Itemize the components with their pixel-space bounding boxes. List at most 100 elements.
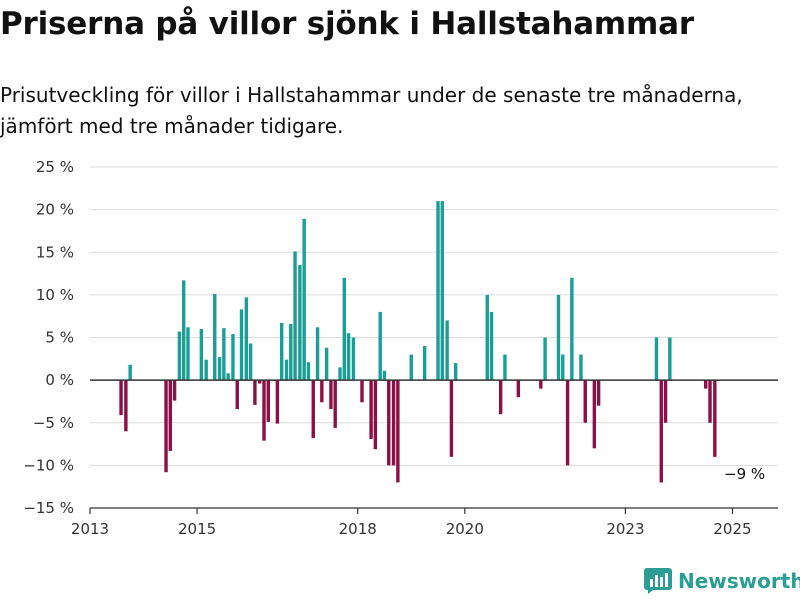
y-tick-label: 20 % xyxy=(36,201,74,219)
bars xyxy=(119,201,717,483)
bar xyxy=(302,219,306,381)
bar xyxy=(128,364,132,381)
bar xyxy=(659,380,663,483)
bar xyxy=(262,380,266,441)
bar xyxy=(217,357,222,381)
bar xyxy=(570,277,574,381)
bar xyxy=(561,354,565,381)
y-tick-label: 10 % xyxy=(36,286,74,304)
bar xyxy=(204,359,208,381)
bar xyxy=(489,311,494,381)
x-tick-label: 2013 xyxy=(71,520,109,538)
bar xyxy=(306,362,311,381)
x-tick-label: 2018 xyxy=(339,520,377,538)
bar xyxy=(369,380,373,439)
bar xyxy=(543,337,547,381)
bar xyxy=(360,380,364,403)
bar xyxy=(351,337,356,381)
bar xyxy=(248,343,253,381)
bar xyxy=(172,380,177,401)
brand-name: Newsworthy xyxy=(678,569,800,593)
chart-title: Priserna på villor sjönk i Hallstahammar xyxy=(0,6,694,42)
brand-logo: Newsworthy xyxy=(644,568,800,594)
bar xyxy=(668,337,672,381)
bar xyxy=(422,346,427,381)
bar xyxy=(596,380,601,406)
x-tick-label: 2023 xyxy=(606,520,644,538)
bar xyxy=(177,331,182,381)
bar xyxy=(654,337,659,381)
bar xyxy=(453,363,458,381)
bar xyxy=(378,311,382,381)
bar xyxy=(409,354,413,381)
bar xyxy=(338,367,342,381)
x-tick-label: 2015 xyxy=(178,520,216,538)
bar xyxy=(556,294,561,381)
y-tick-label: −10 % xyxy=(23,456,74,474)
bar xyxy=(320,380,324,403)
bar xyxy=(346,333,351,381)
bar xyxy=(199,328,204,381)
bar xyxy=(708,380,712,423)
y-axis-labels: −15 % −10 % −5 % 0 % 5 % 10 % 15 % 20 % 25 % xyxy=(23,158,74,517)
bar xyxy=(293,251,297,381)
y-tick-label: −5 % xyxy=(33,414,74,432)
bar xyxy=(186,327,190,381)
bar xyxy=(222,328,226,381)
chart-subtitle: Prisutveckling för villor i Hallstahamma… xyxy=(0,83,743,138)
bar xyxy=(539,380,543,389)
bar xyxy=(289,323,293,381)
bar xyxy=(592,380,597,449)
bar xyxy=(279,323,284,381)
bar xyxy=(449,380,454,457)
bar xyxy=(324,347,329,381)
bar xyxy=(119,380,123,416)
bar xyxy=(244,297,249,381)
bar xyxy=(436,201,440,381)
bar xyxy=(298,265,302,381)
bar xyxy=(663,380,668,423)
bar xyxy=(315,327,320,381)
bar-chart-logo-icon xyxy=(644,568,672,594)
bar xyxy=(440,201,444,381)
bar xyxy=(503,354,507,381)
bar xyxy=(498,380,503,415)
y-tick-label: 15 % xyxy=(36,243,74,261)
bar xyxy=(284,359,289,381)
bar xyxy=(583,380,587,423)
bar xyxy=(565,380,570,466)
bar xyxy=(373,380,378,450)
x-axis-labels: 2013 2015 2018 2020 2023 2025 xyxy=(71,508,752,538)
bar xyxy=(333,380,337,428)
axes xyxy=(90,379,778,509)
bar xyxy=(704,380,708,389)
bar xyxy=(579,354,583,381)
bar xyxy=(168,380,173,451)
bar xyxy=(182,280,186,381)
y-tick-label: −15 % xyxy=(23,499,74,517)
bar xyxy=(342,277,347,381)
bar xyxy=(231,334,235,381)
bar xyxy=(275,380,280,424)
bar xyxy=(516,380,521,398)
bar xyxy=(239,309,244,381)
bar xyxy=(213,294,217,381)
bar xyxy=(382,370,387,381)
bar xyxy=(226,373,230,381)
x-tick-label: 2025 xyxy=(713,520,751,538)
bar xyxy=(235,380,239,410)
y-tick-label: 5 % xyxy=(45,329,74,347)
bar xyxy=(164,380,168,473)
bar xyxy=(258,380,262,384)
grid-lines xyxy=(90,166,778,509)
bar xyxy=(445,320,449,381)
y-tick-label: 25 % xyxy=(36,158,74,176)
bar xyxy=(329,380,333,410)
bar xyxy=(485,294,489,381)
bar xyxy=(391,380,396,466)
x-tick-label: 2020 xyxy=(446,520,484,538)
last-value-label: −9 % xyxy=(724,465,765,483)
y-tick-label: 0 % xyxy=(45,371,74,389)
bar xyxy=(387,380,391,466)
bar xyxy=(311,380,315,439)
